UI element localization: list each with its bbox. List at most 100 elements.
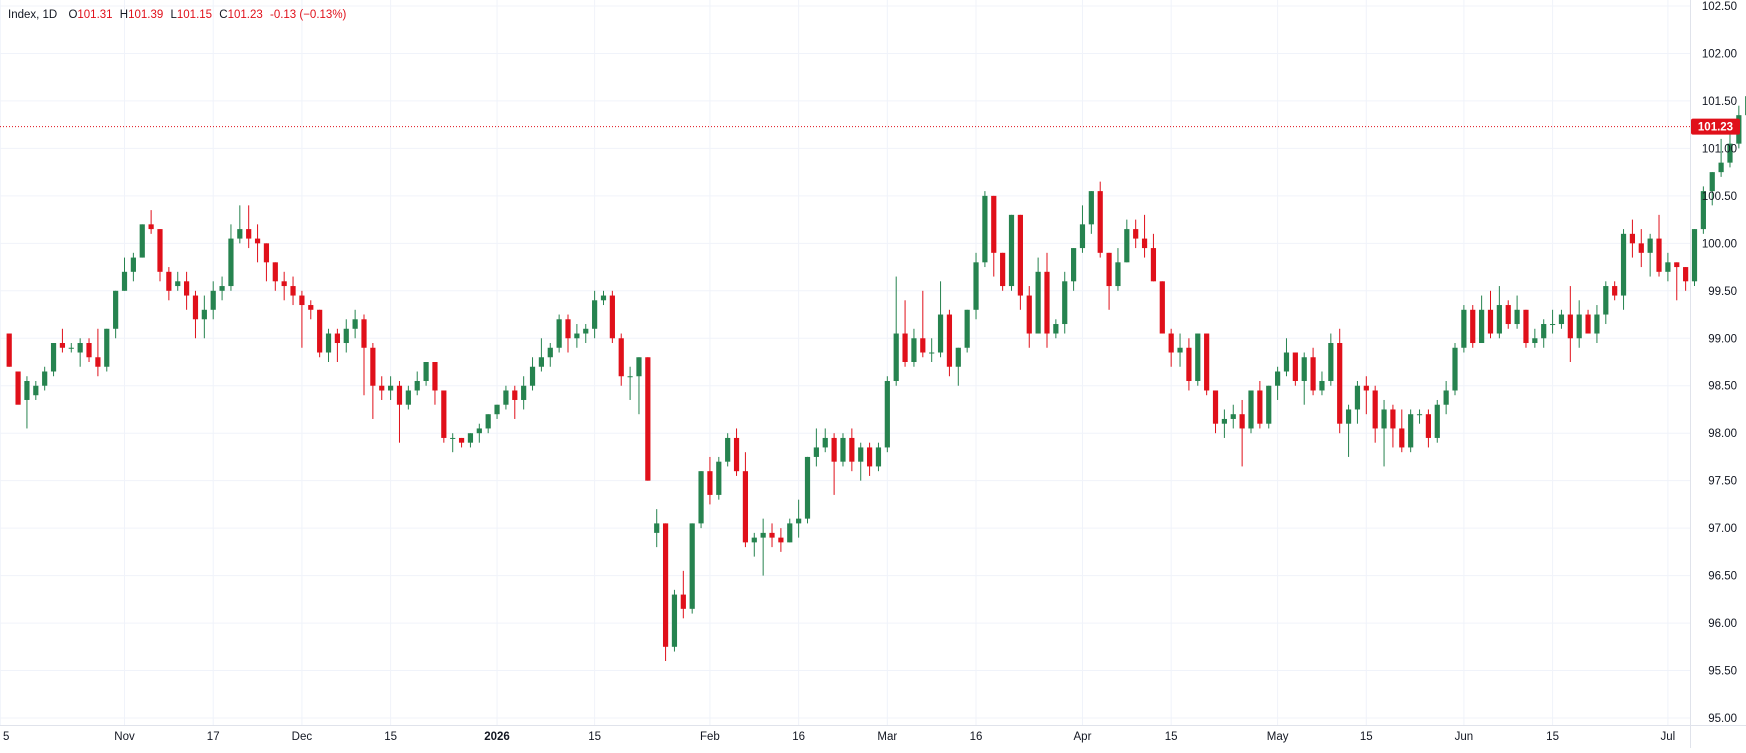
candle	[1088, 191, 1094, 234]
candle	[148, 210, 154, 234]
candle	[1620, 229, 1627, 310]
candle	[503, 385, 509, 410]
candle	[1053, 319, 1059, 339]
candle	[308, 300, 314, 320]
candle	[796, 499, 802, 538]
candle	[707, 456, 713, 505]
candle	[113, 290, 119, 339]
candle	[423, 362, 429, 386]
candle	[946, 309, 953, 377]
x-tick-label: 15	[588, 731, 601, 743]
candle	[565, 314, 571, 353]
candle	[1079, 205, 1086, 253]
candle	[1283, 338, 1290, 377]
candle	[556, 314, 562, 353]
candle	[1434, 399, 1440, 443]
candle	[547, 343, 553, 367]
candle	[1159, 281, 1165, 334]
candle	[1071, 248, 1077, 291]
candle	[1212, 390, 1219, 434]
candle	[1399, 409, 1405, 453]
candle	[787, 518, 793, 543]
candle	[1345, 404, 1352, 457]
x-tick-label: Jun	[1455, 731, 1474, 743]
candle	[33, 380, 39, 400]
candle	[1026, 286, 1032, 348]
x-tick-label: 2026	[484, 731, 510, 743]
x-tick-label: 5	[3, 731, 9, 743]
x-tick-label: 17	[207, 731, 220, 743]
candle	[627, 366, 633, 400]
candle	[68, 343, 74, 353]
candle	[219, 276, 225, 301]
high-value: H101.39	[119, 9, 164, 21]
candle	[760, 518, 766, 576]
change-value: -0.13 (−0.13%)	[269, 9, 347, 21]
candle	[1629, 219, 1636, 258]
candle	[476, 423, 482, 443]
candle	[645, 357, 651, 481]
candle	[343, 319, 349, 353]
candle	[290, 276, 296, 306]
candle	[592, 290, 598, 339]
candle	[680, 570, 686, 619]
candle	[689, 523, 695, 614]
candle	[1168, 328, 1174, 367]
candle	[157, 229, 163, 282]
candle	[804, 456, 811, 524]
candle	[414, 371, 420, 396]
candle	[15, 371, 21, 405]
candle	[893, 276, 899, 386]
candle	[166, 267, 172, 301]
candle	[1372, 385, 1378, 443]
candle	[50, 343, 57, 377]
candle	[1452, 343, 1458, 396]
candle	[866, 442, 873, 476]
candle	[733, 428, 740, 476]
y-tick-label: 100.50	[1702, 191, 1737, 203]
candle	[1408, 409, 1414, 453]
candle	[1275, 366, 1281, 400]
candle	[662, 523, 669, 662]
candle	[982, 191, 988, 268]
candle	[1195, 333, 1201, 386]
candle	[1558, 309, 1565, 329]
candle	[1487, 290, 1494, 339]
candle	[1230, 404, 1236, 429]
candle	[246, 205, 252, 249]
candle	[937, 281, 944, 358]
candle	[1310, 347, 1316, 396]
candle	[1594, 305, 1600, 344]
candle	[1656, 214, 1662, 277]
candle	[1390, 404, 1396, 448]
x-tick-label: May	[1267, 731, 1289, 743]
candle	[175, 271, 181, 291]
candle	[600, 290, 607, 306]
y-tick-label: 101.00	[1702, 143, 1737, 155]
candle	[299, 290, 305, 348]
candle	[583, 324, 589, 344]
candle	[192, 290, 199, 339]
candle	[370, 343, 376, 419]
candle	[361, 314, 367, 396]
y-tick-label: 101.50	[1702, 96, 1737, 108]
candle	[6, 333, 12, 367]
candle	[769, 523, 775, 548]
candle	[467, 433, 474, 448]
candle	[1115, 248, 1121, 291]
candle	[1576, 300, 1582, 348]
candle	[1496, 286, 1502, 339]
candle	[24, 376, 30, 429]
candle	[742, 452, 749, 548]
candle	[272, 262, 278, 291]
candle	[840, 433, 846, 467]
candle	[450, 433, 456, 453]
x-tick-label: 15	[1165, 731, 1178, 743]
candle	[1248, 390, 1254, 434]
candle	[201, 295, 207, 339]
candle	[1292, 352, 1298, 386]
candle	[1638, 229, 1644, 268]
